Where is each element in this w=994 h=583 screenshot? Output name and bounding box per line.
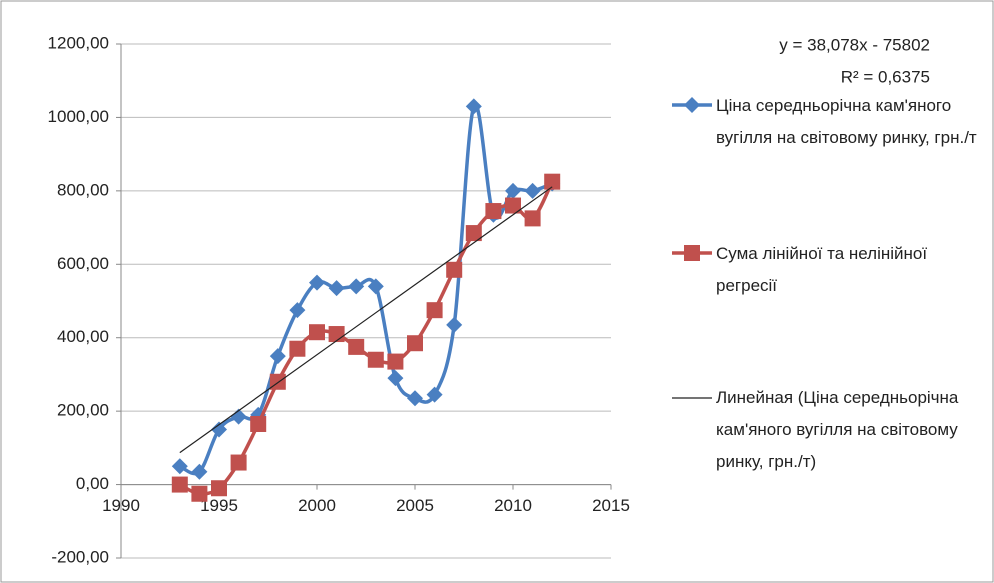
marker [289,340,306,357]
marker [309,274,325,291]
marker [191,485,208,502]
marker [171,458,188,475]
marker [387,370,404,387]
marker [230,454,247,471]
marker [367,278,384,295]
marker [465,98,482,115]
marker [524,182,541,199]
marker [505,182,521,199]
series-line [179,102,553,476]
marker [407,335,423,352]
x-tick-label: 2015 [592,496,630,515]
legend-label: Ціна середньорічна кам'яного вугілля на … [716,96,977,147]
marker [191,463,208,480]
legend-label: Линейная (Ціна середньорічна кам'яного в… [716,388,959,471]
marker [524,210,541,227]
y-tick-label: 600,00 [57,254,109,273]
marker [367,351,384,368]
x-tick-label: 2010 [494,496,532,515]
marker [269,348,286,365]
marker [328,326,345,343]
series-line [179,186,553,454]
y-tick-label: 200,00 [57,401,109,420]
x-tick-label: 2000 [298,496,336,515]
marker [465,225,482,242]
marker [211,421,227,438]
y-tick-label: 400,00 [57,327,109,346]
marker [289,302,306,319]
x-tick-label: 1995 [200,496,238,515]
x-tick-label: 2005 [396,496,434,515]
legend-marker [684,245,700,261]
y-tick-label: -200,00 [51,547,109,566]
marker [426,302,443,319]
marker [171,476,188,493]
marker [230,408,247,425]
y-tick-label: 1200,00 [48,33,109,52]
marker [505,197,521,214]
x-tick-label: 1990 [102,496,140,515]
legend-label: Сума лінійної та нелінійної регресії [716,244,928,295]
marker [309,324,325,341]
marker [446,316,463,333]
marker [328,280,345,297]
legend-marker [684,97,700,113]
marker [211,480,227,497]
marker [446,261,463,278]
marker [387,353,404,370]
marker [348,278,365,295]
y-tick-label: 800,00 [57,180,109,199]
marker [544,173,561,190]
marker [348,338,365,355]
marker [426,386,443,403]
y-tick-label: 0,00 [76,474,109,493]
marker [250,415,267,432]
equation: y = 38,078x - 75802 [779,35,930,54]
y-tick-label: 1000,00 [48,107,109,126]
r-squared: R² = 0,6375 [841,67,930,86]
marker [485,203,502,220]
marker [407,390,423,407]
